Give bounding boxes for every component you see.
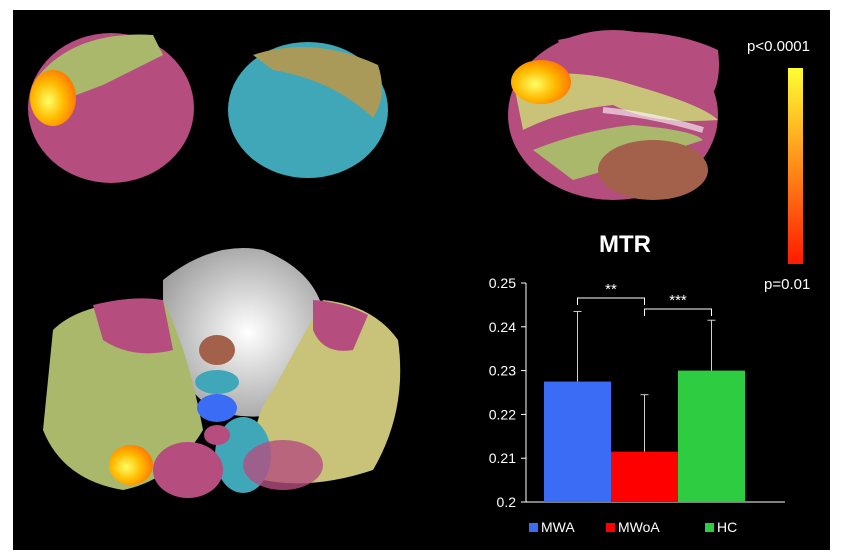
chart-title: MTR	[599, 231, 651, 258]
legend-swatch-hc	[705, 523, 714, 532]
significance-bracket	[644, 308, 712, 316]
y-tick-label: 0.25	[489, 275, 516, 291]
significance-label: ***	[669, 292, 687, 309]
significance-label: **	[605, 281, 617, 298]
bar-mwa	[544, 381, 611, 502]
brain-view-sagittal	[508, 30, 719, 200]
brain-view-left	[28, 33, 194, 183]
bar-mwoa	[611, 451, 678, 502]
activation-blob	[511, 60, 571, 104]
y-tick-label: 0.2	[497, 494, 517, 510]
colorbar-min-label: p=0.01	[764, 276, 811, 293]
legend-label-hc: HC	[717, 519, 737, 535]
y-tick-label: 0.24	[489, 319, 516, 335]
y-tick-label: 0.22	[489, 406, 516, 422]
legend-label-mwoa: MWoA	[618, 519, 660, 535]
activation-blob	[109, 445, 153, 485]
y-tick-label: 0.21	[489, 450, 516, 466]
brain-view-axial	[43, 248, 401, 498]
legend-swatch-mwa	[529, 523, 538, 532]
y-tick-label: 0.23	[489, 363, 516, 379]
legend-swatch-mwoa	[606, 523, 615, 532]
figure-canvas: MTR 0.25 0.24 0.23 0.22 0.21 0.2 ** *** MWA MWoA HC…	[13, 10, 830, 550]
colorbar-max-label: p<0.0001	[747, 38, 810, 55]
activation-blob	[30, 70, 76, 126]
significance-bracket	[577, 297, 645, 305]
brain-view-middle	[228, 42, 388, 178]
bar-hc	[678, 370, 745, 502]
legend-label-mwa: MWA	[541, 519, 575, 535]
colorbar	[788, 68, 803, 264]
